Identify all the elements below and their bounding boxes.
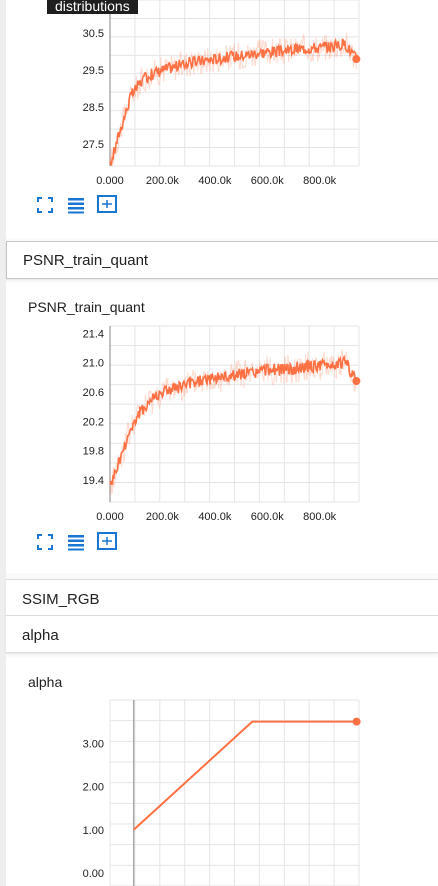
section-ssim-rgb[interactable]: SSIM_RGB	[6, 579, 438, 617]
series-end-point	[352, 377, 361, 385]
tooltip-distributions: distributions	[47, 0, 138, 14]
x-tick-label: 600.0k	[251, 175, 285, 187]
x-tick-label: 400.0k	[198, 511, 232, 523]
x-tick-label: 800.0k	[303, 175, 337, 187]
toggle-log-icon[interactable]	[65, 194, 87, 216]
series-end-point	[352, 717, 361, 726]
psnr-quant-chart-card: PSNR_train_quant 19.4 19.8 20.2 20.6 21.0 21.…	[6, 283, 438, 573]
left-panel-edge	[0, 0, 6, 886]
y-tick-label: 21.0	[83, 358, 104, 370]
y-tick-label: 19.8	[83, 446, 104, 458]
alpha-chart-card: alpha 0.00 1.00 2.00 3.00	[6, 658, 438, 886]
series-smoothed-line	[109, 354, 358, 485]
x-tick-label: 0.000	[96, 511, 124, 523]
section-title: PSNR_train_quant	[23, 252, 149, 269]
series-end-point	[352, 55, 361, 64]
section-alpha[interactable]: alpha	[6, 615, 438, 653]
y-tick-label: 27.5	[83, 139, 104, 151]
y-tick-label: 29.5	[83, 65, 104, 77]
x-tick-label: 600.0k	[251, 511, 285, 523]
y-tick-label: 0.00	[83, 868, 104, 880]
fit-domain-icon[interactable]	[96, 193, 118, 215]
y-tick-label: 19.4	[83, 475, 104, 487]
x-tick-label: 800.0k	[303, 511, 337, 523]
y-tick-label: 28.5	[83, 102, 104, 114]
alpha-chart: 0.00 1.00 2.00 3.00	[83, 699, 361, 886]
fit-screen-icon[interactable]	[34, 531, 56, 553]
y-tick-label: 3.00	[83, 738, 104, 750]
series-line	[133, 720, 357, 831]
section-psnr-train-quant[interactable]: PSNR_train_quant	[6, 241, 438, 279]
y-tick-label: 20.6	[83, 387, 104, 399]
fit-domain-icon[interactable]	[96, 530, 118, 552]
section-title: SSIM_RGB	[22, 591, 100, 608]
toggle-log-icon[interactable]	[65, 531, 87, 553]
fit-screen-icon[interactable]	[34, 194, 56, 216]
x-tick-label: 200.0k	[146, 175, 180, 187]
psnr-quant-chart: 19.4 19.8 20.2 20.6 21.0 21.4 0.000 200.0k 400.0…	[83, 325, 361, 523]
psnr-chart-card: 27.5 28.5 29.5 30.5 0.000 200.0k 400.0k 600.0k 8…	[6, 0, 438, 238]
x-tick-label: 400.0k	[198, 175, 232, 187]
y-tick-label: 30.5	[83, 28, 104, 40]
y-tick-label: 21.4	[83, 328, 104, 340]
series-smoothed-line	[109, 37, 358, 166]
chart-title: PSNR_train_quant	[28, 299, 145, 315]
chart-title: alpha	[28, 674, 63, 690]
psnr-chart: 27.5 28.5 29.5 30.5 0.000 200.0k 400.0k 600.0k 8…	[83, 0, 361, 187]
y-tick-label: 1.00	[83, 825, 104, 837]
section-title: alpha	[22, 627, 59, 644]
x-tick-label: 200.0k	[146, 511, 180, 523]
y-tick-label: 20.2	[83, 416, 104, 428]
x-tick-label: 0.000	[96, 175, 124, 187]
y-tick-label: 2.00	[83, 782, 104, 794]
